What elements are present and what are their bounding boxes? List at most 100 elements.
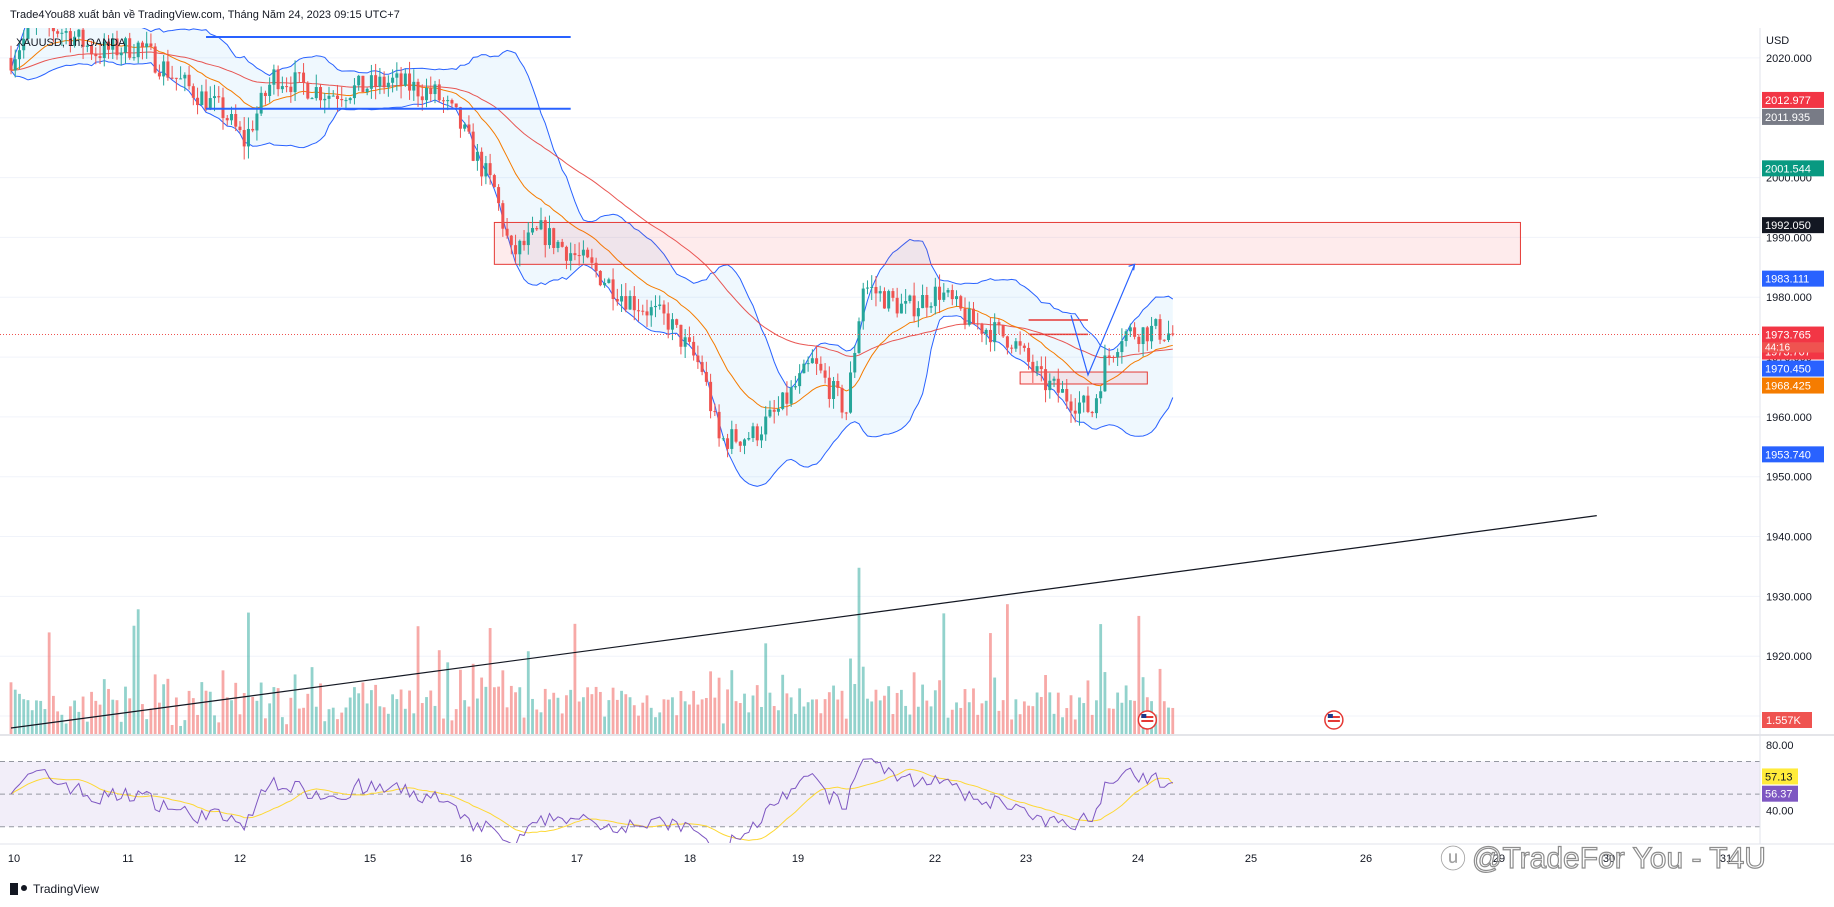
candle-body <box>488 163 492 176</box>
volume-bar <box>603 716 606 734</box>
volume-bar <box>446 662 450 734</box>
candle-body <box>645 311 649 316</box>
candle-body <box>543 220 547 246</box>
volume-bar <box>772 706 776 734</box>
volume-bar <box>35 700 38 734</box>
trendline[interactable] <box>10 515 1597 729</box>
volume-bar <box>357 693 361 734</box>
candle-body <box>1141 327 1145 345</box>
volume-bar <box>713 697 717 734</box>
volume-bar <box>331 707 335 734</box>
us-flag-event-icon[interactable] <box>1137 710 1158 730</box>
volume-bar <box>1078 697 1081 734</box>
volume-bar <box>963 689 967 734</box>
volume-bar <box>403 708 407 734</box>
volume-bar <box>671 697 674 734</box>
publisher-line: Trade4You88 xuất bản về TradingView.com,… <box>10 9 400 21</box>
candle-body <box>946 290 950 293</box>
candle-body <box>1035 366 1039 372</box>
volume-bar <box>1082 703 1086 734</box>
volume-bar <box>777 710 780 734</box>
candle-body <box>938 286 942 300</box>
symbol-legend[interactable]: XAUUSD, 1h, OANDA <box>16 37 126 49</box>
candle-body <box>90 45 94 55</box>
volume-bar <box>22 699 26 734</box>
candle-body <box>1052 378 1056 381</box>
candle-body <box>594 262 598 271</box>
volume-bar <box>111 699 115 734</box>
candle-body <box>590 257 594 263</box>
volume-bar <box>336 719 339 734</box>
volume-bar <box>933 690 937 734</box>
candle-body <box>132 57 136 59</box>
candle-body <box>815 358 819 364</box>
candle-body <box>531 228 535 233</box>
candle-body <box>361 75 365 93</box>
candle-body <box>272 69 276 85</box>
volume-bar <box>302 707 305 734</box>
candle-body <box>662 304 666 314</box>
candle-body <box>335 95 339 99</box>
candle-body <box>810 358 814 364</box>
projection-arrowhead[interactable] <box>1128 263 1136 271</box>
time-tick-label: 30 <box>1603 853 1615 865</box>
candle-body <box>221 97 225 119</box>
us-flag-event-icon[interactable] <box>1324 710 1344 730</box>
candle-body <box>217 96 221 98</box>
candle-body <box>1077 402 1081 414</box>
candle-body <box>526 232 530 246</box>
candle-body <box>1171 333 1175 335</box>
candle-body <box>734 429 738 442</box>
drawing-zones[interactable] <box>493 221 1521 385</box>
candle-body <box>162 61 166 77</box>
volume-bar <box>264 718 267 734</box>
volume-bar <box>840 690 844 734</box>
price-tag: 1983.111 <box>1762 270 1824 287</box>
candle-body <box>670 319 674 330</box>
support-zone[interactable] <box>1019 371 1148 385</box>
event-icons[interactable] <box>1137 710 1344 730</box>
volume-bar <box>794 713 797 734</box>
candle-body <box>556 241 560 248</box>
candle-body <box>1137 336 1141 345</box>
volume-bar <box>459 669 462 734</box>
volume-bar <box>437 650 441 734</box>
candle-body <box>980 323 984 334</box>
volume-bar <box>238 714 242 734</box>
volume-bar <box>9 682 13 734</box>
volume-bar <box>679 690 683 734</box>
watermark: ⓤ @TradeFor You - T4U <box>1440 841 1767 875</box>
candle-body <box>611 279 615 299</box>
volume-bar <box>467 706 471 734</box>
volume-bar <box>314 706 318 734</box>
volume-bar <box>908 714 912 734</box>
volume-bar <box>1120 702 1124 734</box>
price-tick-label: 1920.000 <box>1766 651 1812 663</box>
drawing-lines[interactable] <box>0 35 1760 729</box>
volume-bar <box>450 720 454 734</box>
volume-bar <box>632 705 636 734</box>
candle-body <box>844 412 848 414</box>
candle-body <box>840 387 844 413</box>
volume-bar <box>556 697 560 734</box>
candle-body <box>403 73 407 86</box>
volume-bar <box>442 718 445 734</box>
volume-bar <box>522 717 526 734</box>
candle-body <box>692 341 696 356</box>
candle-body <box>1073 410 1077 414</box>
candle-body <box>993 322 997 343</box>
volume-bar <box>1133 700 1136 734</box>
candle-body <box>153 46 157 73</box>
candle-body <box>950 290 954 300</box>
candle-body <box>793 386 797 388</box>
time-axis[interactable]: 10 11 12 15 16 17 18 19 22 23 24 25 26 29 30 31 <box>8 853 1732 865</box>
volume-bar <box>548 699 551 734</box>
volume-bar <box>1124 685 1128 734</box>
candle-body <box>1090 411 1094 414</box>
volume-bar <box>1141 677 1145 734</box>
candle-body <box>823 370 827 378</box>
projection-arrow[interactable] <box>1070 264 1136 377</box>
volume-bar <box>247 612 250 734</box>
resistance-zone[interactable] <box>493 221 1521 265</box>
